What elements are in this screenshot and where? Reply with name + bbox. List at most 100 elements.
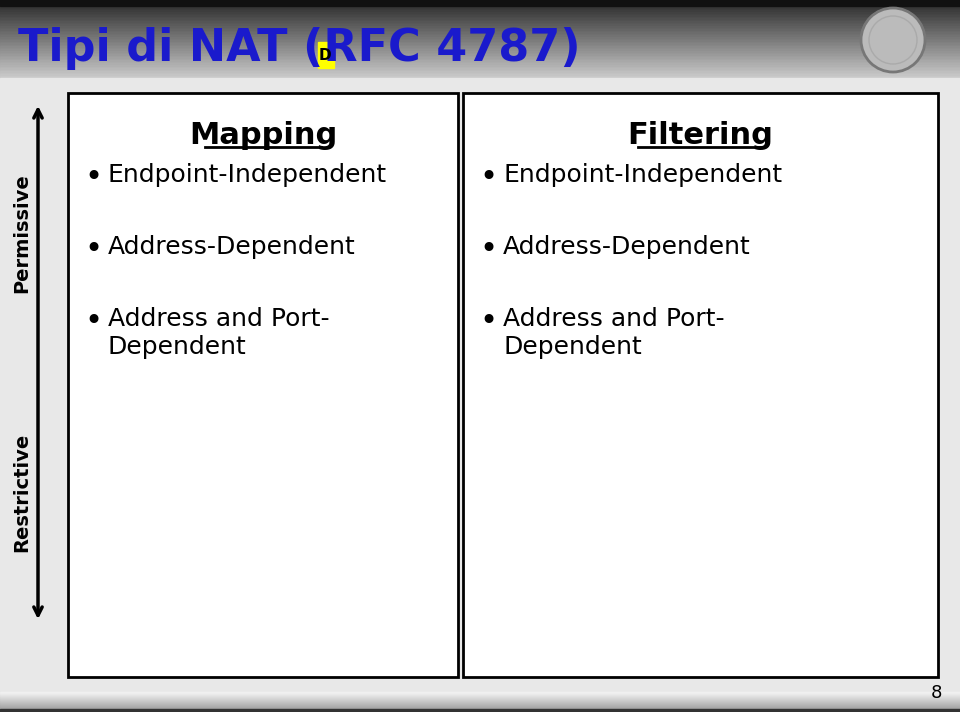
Circle shape	[861, 8, 925, 72]
Bar	[0, 3, 960, 5]
Text: Address-Dependent: Address-Dependent	[108, 235, 356, 259]
Bar	[0, 46, 960, 48]
Bar	[0, 45, 960, 47]
Bar	[0, 11, 960, 13]
Bar	[0, 54, 960, 56]
Bar	[0, 709, 960, 711]
Bar	[0, 21, 960, 23]
Text: •: •	[84, 163, 102, 192]
Text: Endpoint-Independent: Endpoint-Independent	[108, 163, 387, 187]
Bar	[0, 6, 960, 8]
Bar	[0, 9, 960, 11]
Bar	[0, 697, 960, 698]
Bar	[0, 705, 960, 706]
Text: •: •	[479, 163, 497, 192]
Bar	[0, 701, 960, 702]
Bar	[0, 24, 960, 26]
Bar	[0, 76, 960, 78]
Bar	[0, 31, 960, 33]
Text: Permissive: Permissive	[12, 173, 32, 293]
Bar	[0, 40, 960, 42]
Bar	[0, 702, 960, 703]
Bar	[0, 41, 960, 43]
Bar	[0, 19, 960, 20]
Bar	[0, 71, 960, 73]
Bar	[0, 694, 960, 695]
Bar	[0, 695, 960, 696]
Bar	[0, 68, 960, 70]
Bar	[0, 691, 960, 692]
Bar	[68, 93, 458, 677]
Bar	[0, 16, 960, 19]
Bar	[0, 15, 960, 17]
Bar	[0, 707, 960, 708]
Bar	[463, 93, 938, 677]
Text: Filtering: Filtering	[628, 121, 774, 150]
Bar	[0, 706, 960, 707]
Bar	[0, 67, 960, 68]
Bar	[0, 78, 960, 712]
Bar	[0, 0, 960, 1]
Bar	[0, 38, 960, 41]
Text: •: •	[84, 235, 102, 264]
Bar	[0, 0, 960, 6]
Text: 8: 8	[930, 684, 942, 702]
Bar	[0, 28, 960, 30]
Bar	[0, 711, 960, 712]
Text: Mapping: Mapping	[189, 121, 337, 150]
Bar	[0, 702, 960, 703]
Bar	[0, 698, 960, 699]
Bar	[0, 696, 960, 697]
Bar	[0, 698, 960, 700]
Bar	[0, 20, 960, 22]
Bar	[0, 12, 960, 14]
Bar	[0, 65, 960, 67]
Bar	[0, 59, 960, 61]
Text: D: D	[319, 48, 331, 63]
Bar	[0, 699, 960, 701]
Bar	[0, 1, 960, 3]
Text: •: •	[84, 307, 102, 336]
Bar	[0, 63, 960, 66]
Bar	[0, 697, 960, 698]
Bar	[0, 14, 960, 16]
Bar	[0, 36, 960, 38]
Bar	[0, 701, 960, 703]
Bar	[0, 4, 960, 6]
Bar	[0, 704, 960, 705]
Bar	[0, 32, 960, 34]
Bar	[0, 56, 960, 58]
Bar	[0, 53, 960, 55]
Bar	[0, 708, 960, 710]
Bar	[0, 695, 960, 696]
Text: •: •	[479, 307, 497, 336]
Text: •: •	[479, 235, 497, 264]
Bar	[0, 51, 960, 53]
Text: Tipi di NAT (RFC 4787): Tipi di NAT (RFC 4787)	[18, 26, 581, 70]
Bar	[0, 37, 960, 39]
Bar	[0, 703, 960, 704]
Bar	[0, 703, 960, 704]
Bar	[0, 61, 960, 63]
Bar	[0, 693, 960, 694]
Bar	[0, 7, 960, 9]
Bar	[0, 23, 960, 25]
Text: Endpoint-Independent: Endpoint-Independent	[503, 163, 782, 187]
Bar	[0, 709, 960, 712]
Bar	[0, 26, 960, 28]
Bar	[0, 43, 960, 46]
Bar	[0, 709, 960, 710]
Bar	[318, 42, 334, 68]
Bar	[0, 705, 960, 706]
Bar	[0, 692, 960, 693]
Text: Restrictive: Restrictive	[12, 433, 32, 552]
Bar	[0, 704, 960, 705]
Bar	[0, 693, 960, 694]
Bar	[0, 62, 960, 64]
Bar	[0, 49, 960, 51]
Bar	[0, 706, 960, 707]
Bar	[0, 696, 960, 697]
Bar	[0, 29, 960, 31]
Bar	[0, 34, 960, 36]
Bar	[0, 73, 960, 75]
